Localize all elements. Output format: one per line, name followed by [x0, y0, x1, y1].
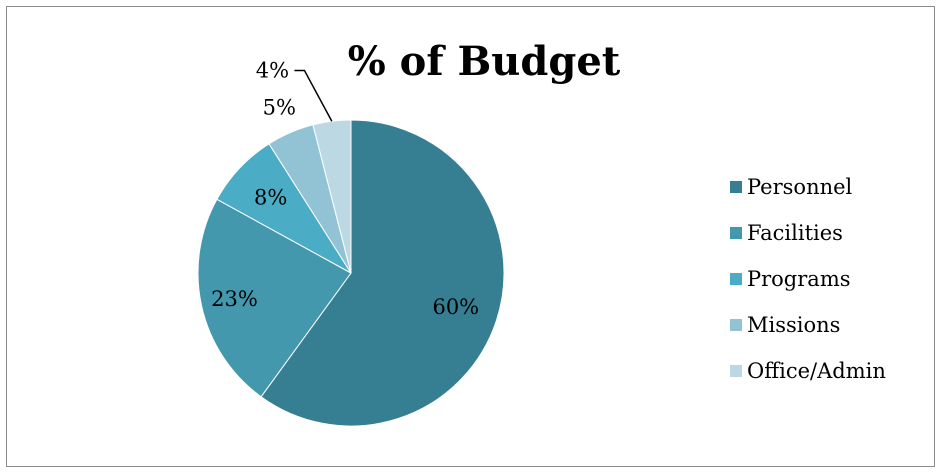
data-labels: 60% 23% 8% 5% 4%: [211, 58, 479, 319]
legend-swatch-office-admin: [730, 365, 742, 377]
data-label-facilities: 23%: [211, 287, 258, 311]
data-label-office-admin: 4%: [256, 58, 289, 82]
legend-label-missions: Missions: [747, 313, 840, 337]
pie-slice-facilities: [197, 198, 352, 398]
data-label-missions: 5%: [263, 95, 296, 119]
leader-line-office-admin: [294, 69, 333, 122]
legend-swatch-programs: [730, 273, 742, 285]
legend-swatch-facilities: [730, 227, 742, 239]
legend-swatch-personnel: [730, 181, 742, 193]
data-label-programs: 8%: [254, 186, 287, 210]
legend-label-personnel: Personnel: [747, 175, 853, 199]
chart-frame: % of Budget 60% 23% 8% 5% 4% Personnel Facili…: [6, 6, 935, 467]
pie-slices: [197, 119, 505, 427]
data-label-personnel: 60%: [432, 295, 479, 319]
legend-label-office-admin: Office/Admin: [747, 359, 886, 383]
pie-slice-personnel: [260, 119, 505, 427]
legend-label-programs: Programs: [747, 267, 851, 291]
legend-label-facilities: Facilities: [747, 221, 843, 245]
legend-swatch-missions: [730, 319, 742, 331]
pie-chart: % of Budget 60% 23% 8% 5% 4% Personnel Facili…: [197, 38, 886, 427]
chart-title: % of Budget: [348, 38, 621, 85]
legend: Personnel Facilities Programs Missions Offic…: [730, 175, 886, 383]
